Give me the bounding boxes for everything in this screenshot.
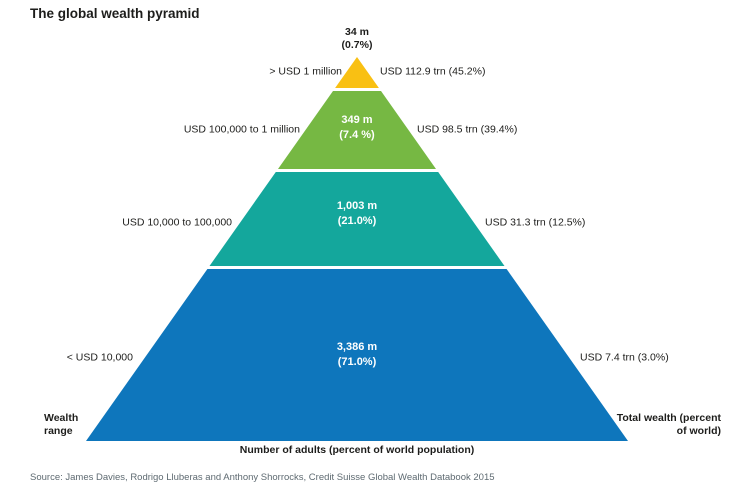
tier1-adults-label: 34 m (0.7%) <box>342 26 373 52</box>
tier1-total-wealth-label: USD 112.9 trn (45.2%) <box>380 65 486 78</box>
axis-label-total-wealth: Total wealth (percent of world) <box>616 412 721 437</box>
tier3-wealth-range-label: USD 10,000 to 100,000 <box>122 216 232 229</box>
pyramid-tier-upper-middle <box>278 91 436 169</box>
tier3-adults-count: 1,003 m <box>336 200 378 212</box>
tier3-total-wealth-label: USD 31.3 trn (12.5%) <box>485 216 586 229</box>
tier2-adults-count: 349 m <box>341 114 373 126</box>
tier4-wealth-range-label: < USD 10,000 <box>66 351 133 364</box>
axis-label-wealth-range: Wealth range <box>44 412 79 437</box>
pyramid-tier-base <box>86 269 628 441</box>
tier2-adults-percent: (7.4 %) <box>339 129 375 141</box>
pyramid-tier-middle <box>209 172 505 266</box>
tier3-adults-percent: (21.0%) <box>337 215 377 227</box>
tier3-adults-label: 1,003 m (21.0%) <box>337 199 377 229</box>
tier4-total-wealth-label: USD 7.4 trn (3.0%) <box>580 351 669 364</box>
tier2-wealth-range-label: USD 100,000 to 1 million <box>183 123 300 136</box>
tier2-adults-label: 349 m (7.4 %) <box>339 113 374 143</box>
tier4-adults-label: 3,386 m (71.0%) <box>337 340 377 370</box>
tier1-adults-count: 34 m <box>345 26 369 38</box>
tier4-adults-count: 3,386 m <box>336 341 378 353</box>
source-citation: Source: James Davies, Rodrigo Lluberas a… <box>30 472 495 483</box>
page-title: The global wealth pyramid <box>30 6 200 21</box>
tier2-total-wealth-label: USD 98.5 trn (39.4%) <box>417 123 518 136</box>
tier1-wealth-range-label: > USD 1 million <box>269 65 342 78</box>
tier4-adults-percent: (71.0%) <box>337 356 377 368</box>
axis-label-number-of-adults: Number of adults (percent of world popul… <box>239 444 475 456</box>
pyramid-tier-top-millionaires <box>335 57 379 88</box>
tier1-adults-percent: (0.7%) <box>341 39 373 51</box>
